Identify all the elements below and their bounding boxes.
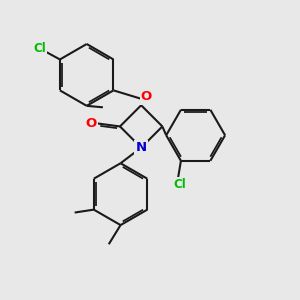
Text: N: N: [136, 141, 147, 154]
Text: O: O: [86, 117, 97, 130]
Text: Cl: Cl: [173, 178, 186, 191]
Text: O: O: [141, 91, 152, 103]
Text: Cl: Cl: [33, 42, 46, 55]
